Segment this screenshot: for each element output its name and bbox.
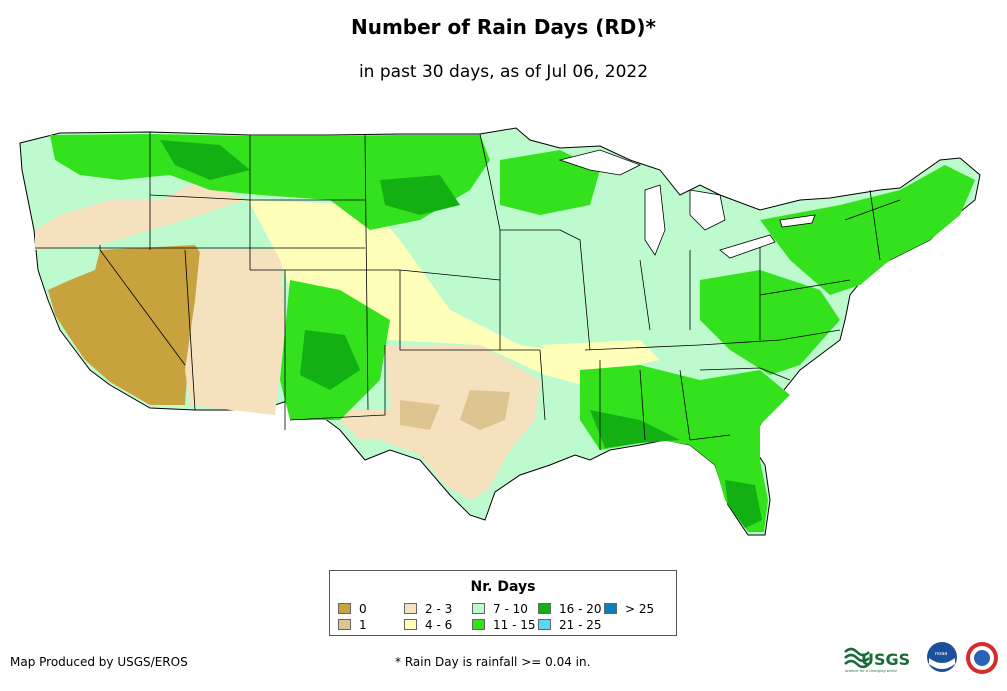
map-producer-credit: Map Produced by USGS/EROS <box>10 655 188 669</box>
legend-swatch <box>538 603 551 614</box>
lake-ontario <box>779 214 816 228</box>
legend-label: 7 - 10 <box>493 601 528 616</box>
map-subtitle: in past 30 days, as of Jul 06, 2022 <box>358 62 649 82</box>
zone-texas-1 <box>460 390 510 430</box>
legend-swatch <box>404 603 417 614</box>
legend-label: > 25 <box>625 601 655 616</box>
zone-north-11-15 <box>50 134 490 230</box>
map-title: Number of Rain Days (RD)* <box>350 15 656 39</box>
zone-appalachia-11-15 <box>700 270 840 375</box>
zone-southwest-2-3 <box>185 250 285 415</box>
us-rain-days-map <box>19 127 981 536</box>
legend-swatch <box>404 619 417 630</box>
zone-mid-south-4-6 <box>540 340 660 370</box>
zone-plains-4-6 <box>248 200 625 390</box>
usgs-logo: USGS science for a changing world <box>844 647 910 673</box>
legend-swatch <box>338 619 351 630</box>
usgs-logo-tagline: science for a changing world <box>845 669 897 673</box>
noaa-logo: noaa <box>927 642 957 672</box>
usgs-logo-text: USGS <box>861 650 910 669</box>
legend-item-1: 1 <box>338 617 367 632</box>
zone-gulf-16-20 <box>590 410 680 448</box>
zone-texas-2-3 <box>335 345 540 500</box>
lake-michigan <box>644 184 666 256</box>
legend-swatch <box>472 619 485 630</box>
legend: Nr. Days 0 1 2 - 3 4 - 6 7 - 10 11 - 15 … <box>329 570 677 636</box>
legend-label: 4 - 6 <box>425 617 453 632</box>
legend-label: 11 - 15 <box>493 617 536 632</box>
legend-item-2-3: 2 - 3 <box>404 601 453 616</box>
legend-label: 21 - 25 <box>559 617 602 632</box>
legend-item-4-6: 4 - 6 <box>404 617 453 632</box>
legend-item-7-10: 7 - 10 <box>472 601 528 616</box>
legend-swatch <box>538 619 551 630</box>
legend-label: 16 - 20 <box>559 601 602 616</box>
lake-erie <box>719 234 776 259</box>
legend-item-0: 0 <box>338 601 367 616</box>
agency-logos: USGS science for a changing world noaa <box>844 642 998 674</box>
rain-day-footnote: * Rain Day is rainfall >= 0.04 in. <box>395 655 591 669</box>
zone-dakota-16-20 <box>380 175 460 215</box>
legend-swatch <box>472 603 485 614</box>
legend-title: Nr. Days <box>470 579 536 595</box>
nws-logo <box>966 642 998 674</box>
legend-item-16-20: 16 - 20 <box>538 601 602 616</box>
noaa-logo-text: noaa <box>935 651 947 657</box>
legend-label: 2 - 3 <box>425 601 453 616</box>
zone-rockies-16-20 <box>300 330 360 390</box>
lake-superior <box>558 149 641 176</box>
legend-item-over-25: > 25 <box>604 601 655 616</box>
legend-label: 1 <box>359 617 367 632</box>
legend-label: 0 <box>359 601 367 616</box>
zone-texas-1b <box>400 400 440 430</box>
state-boundaries <box>35 132 901 450</box>
zone-minnesota-11-15 <box>500 150 600 215</box>
legend-swatch <box>338 603 351 614</box>
legend-item-21-25: 21 - 25 <box>538 617 602 632</box>
zone-north-16-20 <box>160 140 250 180</box>
zone-northeast-11-15 <box>760 165 975 295</box>
legend-swatch <box>604 603 617 614</box>
lake-huron <box>689 189 726 231</box>
zone-florida-16-20 <box>725 480 762 528</box>
legend-item-11-15: 11 - 15 <box>472 617 536 632</box>
zone-dry-southwest-0 <box>48 245 205 405</box>
